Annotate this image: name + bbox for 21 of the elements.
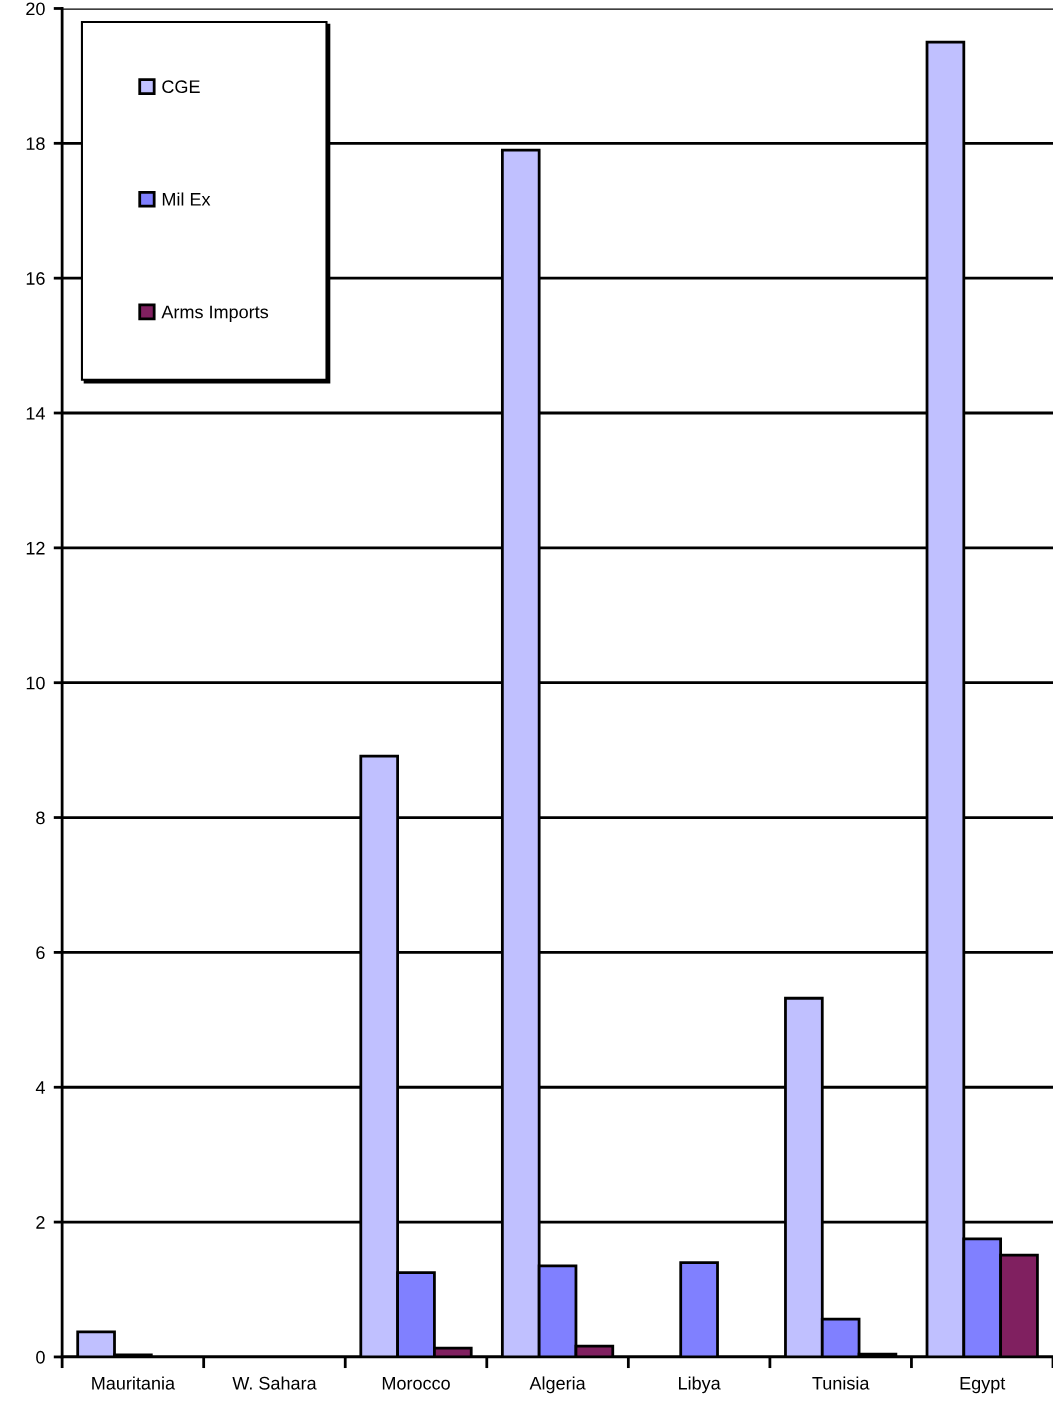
y-tick-label: 6 bbox=[36, 946, 45, 960]
y-tick-label: 20 bbox=[26, 2, 45, 16]
y-tick-label: 4 bbox=[35, 1081, 45, 1094]
y-tick-label: 10 bbox=[26, 676, 45, 690]
y-tick-label: 16 bbox=[26, 272, 45, 285]
y-tick-label: 0 bbox=[36, 1350, 45, 1364]
x-tick-label: Tunisia bbox=[812, 1376, 870, 1390]
y-tick-label: 2 bbox=[36, 1216, 45, 1229]
legend-label: Arms Imports bbox=[161, 305, 269, 322]
legend-label: Mil Ex bbox=[162, 192, 211, 206]
x-tick-label: Egypt bbox=[960, 1377, 1006, 1394]
y-tick-label: 14 bbox=[26, 407, 45, 420]
y-tick-label: 18 bbox=[26, 137, 45, 151]
x-tick-label: Libya bbox=[679, 1376, 721, 1394]
x-tick-label: Algeria bbox=[529, 1376, 586, 1394]
legend-label: CGE bbox=[162, 80, 200, 94]
x-tick-label: W. Sahara bbox=[232, 1376, 317, 1390]
x-tick-label: Mauritania bbox=[92, 1376, 176, 1390]
y-tick-label: 8 bbox=[36, 811, 45, 825]
y-tick-label: 12 bbox=[26, 541, 45, 555]
x-tick-label: Morocco bbox=[382, 1377, 450, 1390]
